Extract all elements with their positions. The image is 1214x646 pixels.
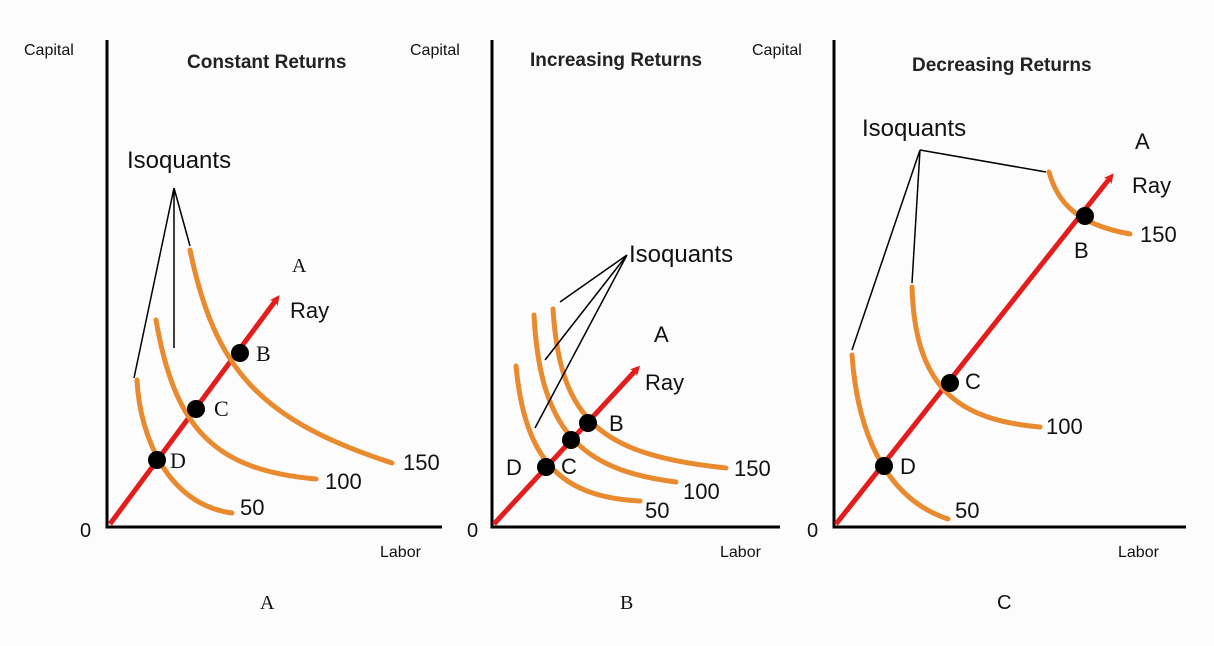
point-b-label: B	[1074, 238, 1089, 263]
point-c	[187, 400, 205, 418]
isoquants-label: Isoquants	[862, 115, 966, 142]
isoquant-value-150: 150	[403, 450, 440, 475]
panel-increasing-returns: Capital Increasing Returns 0 Labor B A R…	[410, 40, 780, 614]
point-c-label: C	[561, 454, 577, 479]
ray-line	[492, 365, 641, 526]
isoquant-value-100: 100	[325, 469, 362, 494]
point-d	[148, 451, 166, 469]
point-d-label: D	[900, 454, 916, 479]
point-c	[941, 374, 959, 392]
point-c-label: C	[965, 369, 981, 394]
isoquant-value-100: 100	[683, 479, 720, 504]
axes	[490, 40, 780, 529]
x-axis-label: Labor	[1118, 544, 1160, 561]
origin-label: 0	[467, 520, 478, 542]
point-d-label: D	[170, 448, 186, 473]
y-axis-label: Capital	[24, 42, 74, 59]
isoquant-150	[1046, 169, 1133, 237]
isoquant-value-50: 50	[645, 498, 669, 523]
point-d-label: D	[506, 455, 522, 480]
isoquants-leader-lines	[534, 254, 628, 429]
isoquant-value-150: 150	[734, 456, 771, 481]
isoquant-value-150: 150	[1140, 222, 1177, 247]
y-axis-label: Capital	[410, 42, 460, 59]
origin-label: 0	[80, 520, 91, 542]
isoquants-label: Isoquants	[629, 241, 733, 268]
point-b-label: B	[609, 411, 624, 436]
ray-end-label: A	[1135, 129, 1150, 154]
panel-constant-returns: Capital Constant Returns 0 Labor A A Ray…	[24, 40, 442, 614]
origin-label: 0	[807, 520, 818, 542]
panel-title: Increasing Returns	[530, 50, 702, 71]
ray-label: Ray	[290, 298, 329, 323]
panel-letter: A	[260, 592, 275, 614]
panel-letter: B	[620, 592, 633, 614]
ray-end-label: A	[654, 322, 669, 347]
isoquants-label: Isoquants	[127, 147, 231, 174]
panel-title: Constant Returns	[187, 52, 346, 73]
ray-label: Ray	[1132, 173, 1171, 198]
x-axis-label: Labor	[380, 544, 422, 561]
x-axis-label: Labor	[720, 544, 762, 561]
ray-label: Ray	[645, 370, 684, 395]
isoquant-150	[187, 247, 395, 466]
isoquant-value-50: 50	[955, 498, 979, 523]
axes	[105, 40, 442, 529]
isoquants-leader-lines	[851, 149, 1047, 351]
isoquant-100	[153, 317, 319, 482]
ray-end-label: A	[292, 255, 307, 277]
isoquants-leader-lines	[133, 187, 191, 379]
point-c	[562, 431, 580, 449]
point-b	[231, 344, 249, 362]
point-b-label: B	[256, 341, 271, 366]
point-b	[579, 414, 597, 432]
panel-letter: C	[997, 592, 1011, 614]
ray-line	[834, 173, 1114, 526]
point-b	[1076, 207, 1094, 225]
point-d	[537, 458, 555, 476]
isoquant-value-100: 100	[1046, 414, 1083, 439]
point-c-label: C	[214, 396, 229, 421]
point-d	[875, 457, 893, 475]
isoquant-100	[909, 284, 1043, 430]
isoquant-value-50: 50	[240, 495, 264, 520]
y-axis-label: Capital	[752, 42, 802, 59]
panel-decreasing-returns: Capital Decreasing Returns 0 Labor C A R…	[752, 40, 1186, 614]
axes	[832, 40, 1186, 529]
panel-title: Decreasing Returns	[912, 55, 1092, 76]
